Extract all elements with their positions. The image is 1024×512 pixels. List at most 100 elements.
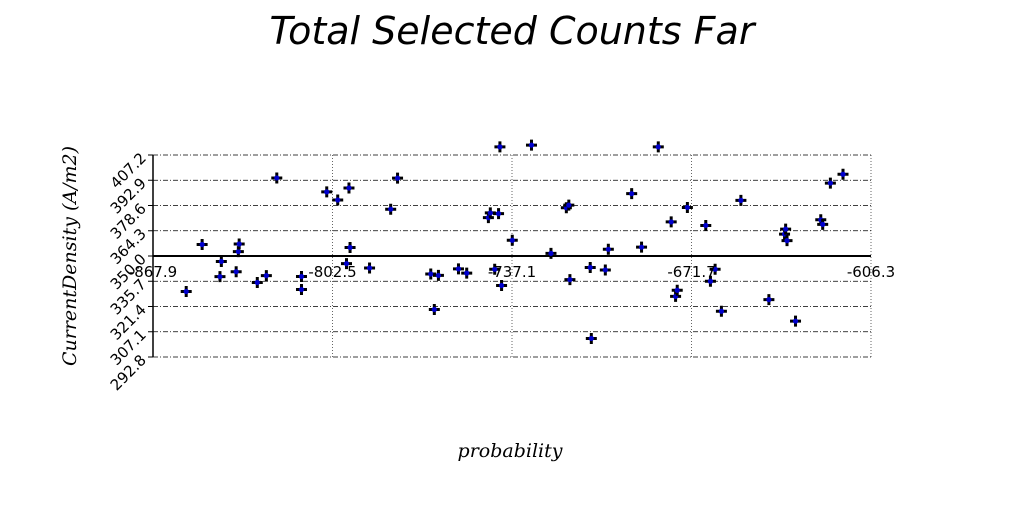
data-point-core xyxy=(509,237,515,243)
x-tick-label: -606.3 xyxy=(847,263,895,281)
data-point-core xyxy=(218,258,224,265)
data-point-core xyxy=(587,264,593,271)
data-point xyxy=(665,216,677,228)
data-point xyxy=(432,269,444,281)
data-point-core xyxy=(655,144,661,150)
data-point xyxy=(214,271,226,283)
data-point xyxy=(232,246,244,258)
data-point xyxy=(271,172,283,184)
data-point xyxy=(585,332,597,344)
data-point xyxy=(652,141,664,153)
grid-lines xyxy=(153,154,872,358)
data-point-core xyxy=(388,206,394,212)
data-point xyxy=(824,177,836,189)
data-point xyxy=(295,270,307,282)
data-point xyxy=(790,315,802,327)
data-point xyxy=(763,294,775,306)
data-point-core xyxy=(394,175,401,181)
data-point-core xyxy=(366,265,373,271)
data-point-core xyxy=(528,142,535,148)
data-point xyxy=(332,194,344,206)
data-point-core xyxy=(455,266,462,272)
y-axis-label: CurrentDensity (A/m2) xyxy=(59,146,81,366)
data-point-core xyxy=(668,219,674,225)
data-point xyxy=(461,267,473,279)
x-tick-label: -737.1 xyxy=(488,263,536,281)
data-point xyxy=(584,261,596,273)
data-point xyxy=(735,194,747,206)
data-point-core xyxy=(183,288,189,295)
data-point-core xyxy=(548,250,554,256)
data-point xyxy=(295,284,307,296)
data-point-core xyxy=(343,260,350,267)
data-point-core xyxy=(718,308,725,314)
data-point-core xyxy=(263,272,269,279)
data-point xyxy=(715,305,727,317)
data-point-core xyxy=(346,185,352,191)
data-point xyxy=(321,186,333,198)
data-point-core xyxy=(347,244,353,251)
data-point-core xyxy=(712,266,718,272)
data-point xyxy=(525,139,537,151)
data-point xyxy=(670,290,682,302)
data-point xyxy=(251,276,263,288)
data-point xyxy=(709,263,721,275)
data-point xyxy=(506,234,518,246)
chart-title: Total Selected Counts Far xyxy=(270,9,757,53)
data-point xyxy=(704,275,716,287)
axes xyxy=(148,154,871,358)
data-point-core xyxy=(335,197,341,203)
data-point xyxy=(425,268,437,280)
data-point-core xyxy=(274,175,280,181)
data-point-core xyxy=(217,274,223,280)
data-point-core xyxy=(638,244,645,250)
data-point xyxy=(392,172,404,184)
x-tick-label: -802.5 xyxy=(308,263,356,281)
data-point-core xyxy=(236,241,242,247)
data-point-core xyxy=(435,272,442,279)
data-point-core xyxy=(487,210,493,216)
data-point xyxy=(428,304,440,316)
data-point xyxy=(837,168,849,180)
data-point xyxy=(452,263,464,275)
data-point-core xyxy=(588,335,594,342)
data-point-core xyxy=(464,270,470,276)
data-point xyxy=(700,219,712,231)
data-point-core xyxy=(492,266,498,272)
data-point-core xyxy=(602,267,608,273)
data-point-core xyxy=(684,204,690,211)
x-tick-label: -867.9 xyxy=(129,263,177,281)
data-point-core xyxy=(784,238,790,244)
data-point-core xyxy=(431,306,437,313)
data-point-core xyxy=(840,171,846,177)
data-point-core xyxy=(497,144,503,150)
data-point xyxy=(780,223,792,235)
data-point-core xyxy=(738,197,744,203)
data-point-core xyxy=(235,248,241,255)
data-point-core xyxy=(498,282,505,289)
data-point-core xyxy=(766,297,772,303)
data-point xyxy=(545,247,557,259)
data-point-core xyxy=(324,189,330,195)
data-point-core xyxy=(674,287,680,293)
data-point xyxy=(489,263,501,275)
data-point xyxy=(602,243,614,255)
data-point-core xyxy=(792,318,799,324)
x-axis-label: probability xyxy=(458,440,563,462)
data-point-core xyxy=(605,246,611,252)
data-point-core xyxy=(199,241,205,248)
data-point xyxy=(343,182,355,194)
data-point xyxy=(626,188,638,200)
data-point xyxy=(781,235,793,247)
data-point xyxy=(385,203,397,215)
data-point xyxy=(215,255,227,267)
data-point xyxy=(494,141,506,153)
data-point-core xyxy=(783,226,789,232)
data-point-core xyxy=(820,221,826,227)
data-point xyxy=(344,242,356,254)
data-point-core xyxy=(567,277,573,283)
data-point xyxy=(484,207,496,219)
data-point-core xyxy=(566,202,572,208)
tick-labels: 292.8307.1321.4335.7350.0364.3378.6392.9… xyxy=(107,149,895,394)
